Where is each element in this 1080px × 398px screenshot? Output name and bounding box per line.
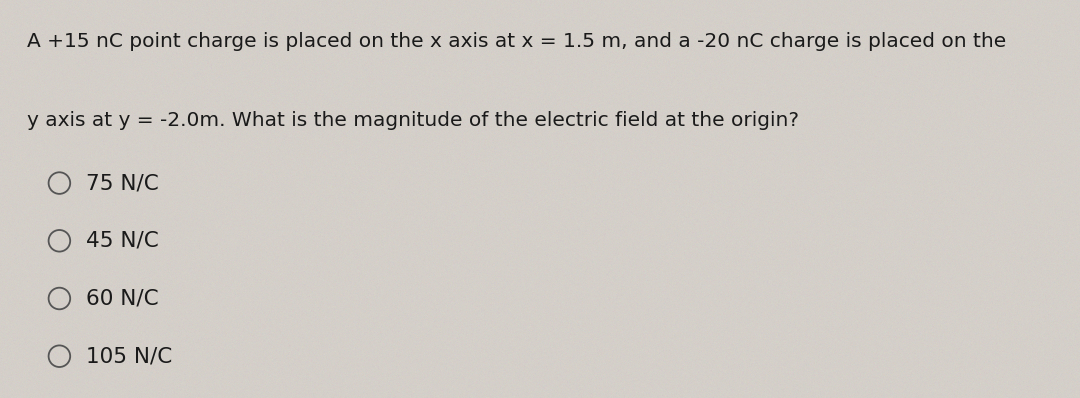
Text: y axis at y = -2.0m. What is the magnitude of the electric field at the origin?: y axis at y = -2.0m. What is the magnitu… [27, 111, 799, 131]
Text: 105 N/C: 105 N/C [86, 346, 173, 366]
Text: 60 N/C: 60 N/C [86, 289, 159, 308]
Text: 45 N/C: 45 N/C [86, 231, 159, 251]
Text: A +15 nC point charge is placed on the x axis at x = 1.5 m, and a -20 nC charge : A +15 nC point charge is placed on the x… [27, 32, 1007, 51]
Text: 75 N/C: 75 N/C [86, 173, 159, 193]
